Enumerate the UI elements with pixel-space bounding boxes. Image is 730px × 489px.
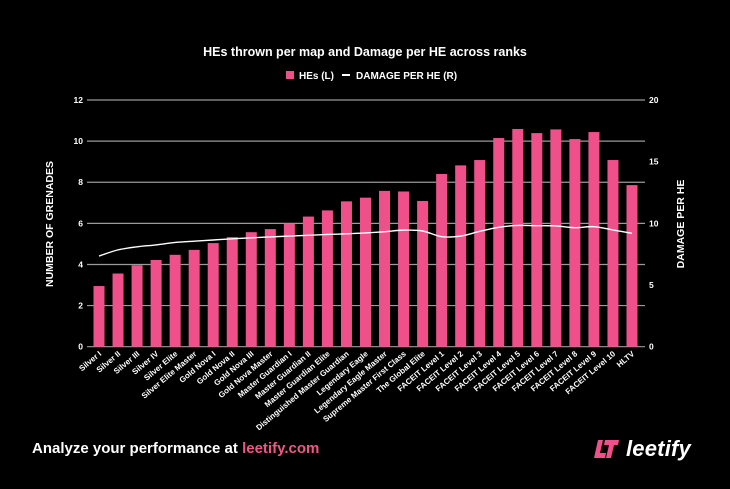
bar <box>169 254 181 347</box>
right-axis-ticks: 0 5 10 15 20 <box>649 95 659 352</box>
bar <box>302 216 314 347</box>
bar <box>340 201 352 347</box>
bar <box>379 190 391 347</box>
y-tick-label: 2 <box>78 301 83 311</box>
logo-text: leetify <box>626 436 691 461</box>
legend-label-hes: HEs (L) <box>299 71 334 82</box>
y-axis-label: NUMBER OF GRENADES <box>44 161 56 287</box>
bar <box>245 232 257 347</box>
y-tick-label: 10 <box>74 136 84 146</box>
bar <box>626 185 638 347</box>
chart-title: HEs thrown per map and Damage per HE acr… <box>203 45 527 59</box>
y2-tick-label: 10 <box>649 218 659 228</box>
y-tick-label: 6 <box>78 218 83 228</box>
legend-bar-swatch <box>286 71 294 79</box>
bar <box>607 160 619 347</box>
y2-tick-label: 5 <box>649 280 654 290</box>
bar <box>283 223 295 347</box>
bar <box>93 286 105 347</box>
damage-line <box>98 224 633 257</box>
y2-tick-label: 20 <box>649 95 659 105</box>
bar <box>474 160 486 347</box>
y2-tick-label: 0 <box>649 342 654 352</box>
bar <box>550 129 562 347</box>
bar-series <box>93 128 638 347</box>
bar <box>226 237 238 347</box>
bar <box>360 197 371 347</box>
legend-line-swatch <box>342 74 350 76</box>
legend: HEs (L) DAMAGE PER HE (R) <box>286 71 457 82</box>
bar <box>188 249 200 347</box>
y-tick-label: 0 <box>78 342 83 352</box>
y2-tick-label: 15 <box>649 157 659 167</box>
bar <box>436 174 448 347</box>
footer-cta: Analyze your performance at leetify.com <box>32 440 319 457</box>
bar <box>417 200 429 347</box>
left-axis-ticks: 0 2 4 6 8 10 12 <box>74 95 84 352</box>
bar <box>131 265 143 347</box>
chart: HEs thrown per map and Damage per HE acr… <box>44 45 687 430</box>
leetify-logo-mark-icon <box>594 440 619 458</box>
y-tick-label: 12 <box>74 95 84 105</box>
y2-axis-label: DAMAGE PER HE <box>675 180 687 269</box>
x-tick-label: HLTV <box>615 349 637 369</box>
bar <box>112 273 124 347</box>
bar <box>264 229 276 347</box>
line-series <box>98 224 633 257</box>
y-tick-label: 4 <box>78 259 83 269</box>
bar <box>493 138 505 347</box>
bar <box>321 210 333 347</box>
bar <box>207 243 219 347</box>
bar <box>398 191 410 347</box>
leetify-logo: leetify <box>594 436 691 462</box>
bar <box>150 259 162 347</box>
bar <box>588 132 600 347</box>
bar <box>531 133 543 347</box>
footer-text: Analyze your performance at <box>32 440 243 457</box>
bar <box>455 165 467 347</box>
bar <box>512 128 524 347</box>
y-tick-label: 8 <box>78 177 83 187</box>
bar <box>569 139 581 347</box>
legend-label-damage: DAMAGE PER HE (R) <box>356 71 457 82</box>
footer-link[interactable]: leetify.com <box>242 440 320 457</box>
